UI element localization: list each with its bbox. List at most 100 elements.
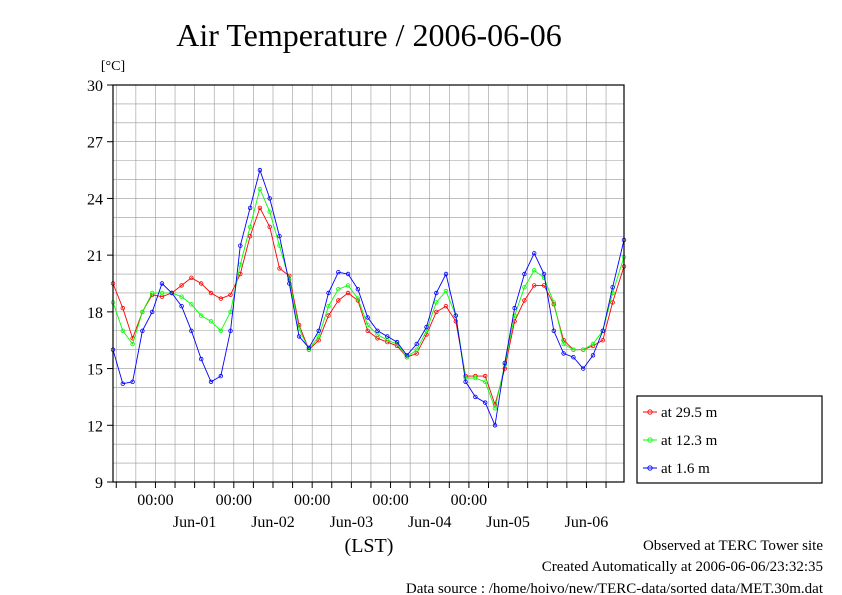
data-point	[453, 319, 458, 324]
data-point	[149, 309, 155, 315]
data-point	[414, 347, 419, 352]
legend: at 29.5 m at 12.3 m at 1.6 m	[636, 395, 823, 484]
x-axis-label: (LST)	[345, 535, 394, 557]
y-tick-label: 24	[87, 191, 103, 208]
x-time-label: 00:00	[216, 492, 252, 509]
data-point	[120, 305, 125, 311]
data-point	[189, 275, 194, 280]
data-point	[120, 381, 125, 386]
legend-marker	[647, 465, 653, 471]
plot-frame	[112, 84, 625, 483]
data-point	[443, 288, 449, 294]
data-point	[483, 400, 488, 405]
data-point	[512, 305, 517, 311]
x-time-label: 00:00	[137, 492, 173, 509]
legend-marker	[647, 437, 653, 443]
data-point	[502, 360, 507, 366]
data-point	[179, 283, 184, 288]
data-point	[443, 304, 449, 309]
y-tick-label: 30	[87, 78, 103, 95]
data-point	[610, 300, 615, 305]
data-point	[120, 328, 125, 333]
x-time-label: 00:00	[451, 492, 487, 509]
data-point	[198, 356, 204, 362]
data-point	[492, 423, 498, 428]
data-point	[267, 209, 272, 214]
data-point	[316, 334, 321, 339]
x-time-label: 00:00	[372, 492, 408, 509]
data-point	[198, 281, 204, 286]
data-point	[326, 313, 331, 318]
data-point	[443, 271, 449, 277]
data-point	[277, 233, 282, 239]
data-point	[238, 243, 243, 248]
data-point	[551, 328, 556, 333]
data-point	[345, 271, 351, 277]
data-point	[600, 328, 605, 333]
x-date-label: Jun-02	[251, 514, 295, 531]
data-point	[228, 292, 233, 297]
data-point	[189, 328, 194, 333]
data-point	[385, 334, 390, 339]
grid	[113, 85, 624, 482]
data-point	[159, 281, 165, 286]
data-point	[512, 313, 517, 318]
data-point	[434, 300, 439, 305]
data-point	[218, 296, 223, 301]
data-point	[130, 379, 135, 384]
data-point	[532, 283, 537, 288]
x-date-label: Jun-03	[330, 514, 374, 531]
legend-box	[636, 395, 823, 484]
data-point	[355, 287, 361, 292]
data-point	[306, 345, 312, 350]
data-point	[257, 186, 263, 192]
data-point	[218, 328, 223, 333]
data-point	[247, 224, 253, 229]
legend-label: at 12.3 m	[661, 433, 718, 449]
data-point	[581, 366, 586, 371]
data-point	[532, 268, 537, 273]
data-source-note: Data source : /home/hoivo/new/TERC-data/…	[406, 581, 824, 595]
data-point	[169, 290, 174, 296]
data-point	[404, 353, 410, 358]
data-point	[532, 251, 537, 256]
data-point	[208, 379, 214, 384]
data-point	[257, 167, 263, 173]
data-point	[336, 287, 341, 292]
series-line-3	[112, 168, 625, 427]
y-tick-label: 27	[87, 135, 103, 152]
x-date-label: Jun-06	[565, 514, 609, 531]
data-point	[522, 285, 527, 290]
data-point	[483, 379, 488, 384]
series-line-1	[112, 206, 625, 407]
data-point	[159, 290, 165, 296]
data-point	[365, 315, 370, 320]
data-point	[473, 394, 478, 400]
data-point	[228, 328, 233, 333]
data-point	[345, 290, 351, 296]
data-point	[336, 270, 341, 275]
data-point	[434, 290, 439, 296]
data-point	[198, 313, 204, 318]
data-point	[590, 341, 596, 347]
chart-title: Air Temperature / 2006-06-06	[176, 17, 562, 53]
x-date-label: Jun-01	[173, 514, 217, 531]
x-time-label: 00:00	[294, 492, 330, 509]
data-point	[336, 298, 341, 303]
data-point	[208, 319, 214, 324]
data-point	[208, 290, 214, 296]
data-point	[522, 298, 527, 303]
data-point	[316, 328, 321, 333]
data-point	[355, 296, 361, 301]
data-point	[541, 271, 547, 277]
series-line-2	[112, 187, 625, 410]
data-point	[492, 406, 498, 411]
data-point	[610, 290, 615, 296]
y-tick-label: 18	[87, 305, 103, 322]
data-point	[267, 196, 272, 201]
y-tick-labels: 9 12 15 18 21 24 27 30	[87, 78, 113, 492]
data-point	[189, 302, 194, 307]
data-point	[140, 328, 145, 333]
